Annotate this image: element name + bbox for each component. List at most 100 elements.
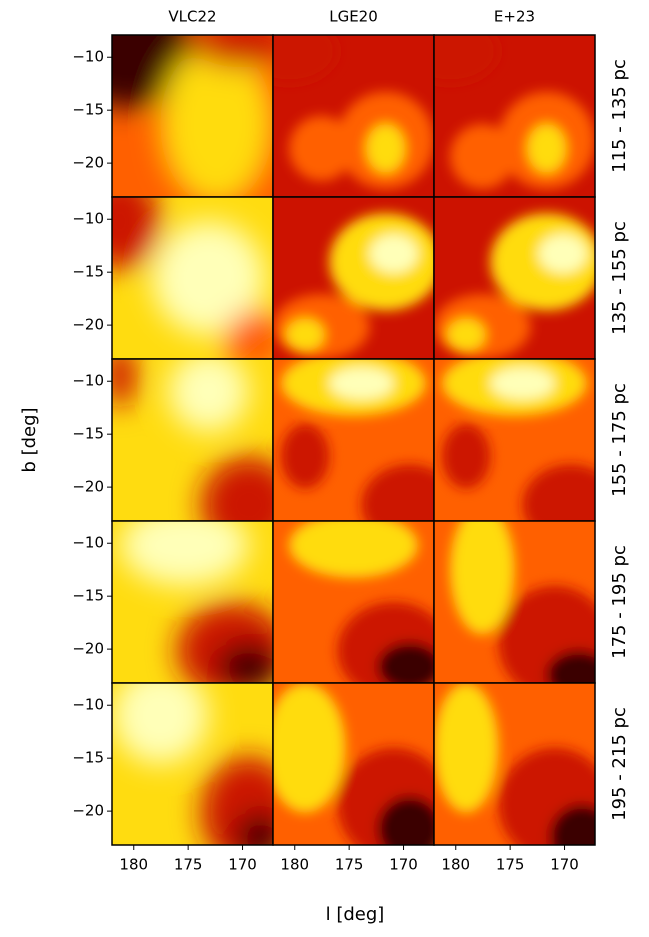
panel [112,35,273,197]
panel [112,197,273,359]
heat-blob [152,221,265,335]
heat-blobs [434,683,595,845]
panel-frame [433,682,596,846]
heat-blob [361,464,434,521]
x-tick-label: 170 [550,856,579,874]
row-label: 155 - 175 pc [609,383,630,497]
heat-blob [366,124,406,173]
x-tick-label: 170 [228,856,257,874]
row-label: 175 - 195 pc [609,545,630,659]
heat-blobs [112,35,273,197]
heat-blob [522,464,595,521]
column-title: VLC22 [168,8,216,26]
y-axis-label: b [deg] [19,407,40,472]
heat-blobs [289,521,434,683]
heat-blob [289,115,354,181]
heat-blob [216,642,273,683]
heat-blobs [273,213,434,359]
panel [273,359,434,521]
heat-blob [377,642,434,683]
heat-blobs [281,359,434,521]
heat-blobs [273,683,434,845]
x-tick-label: 180 [280,856,309,874]
y-tick-label: −20 [72,802,104,820]
y-tick-label: −10 [72,696,104,714]
heat-blob [112,683,209,764]
heat-blob [120,521,249,586]
heat-blob [112,197,161,270]
y-tick-label: −10 [72,48,104,66]
x-tick-label: 180 [119,856,148,874]
heat-blob [538,234,587,274]
heat-blob [329,367,394,400]
x-tick-label: 175 [335,856,364,874]
y-tick-label: −15 [72,425,104,443]
heat-blobs [434,213,595,359]
y-tick-label: −15 [72,263,104,281]
y-tick-label: −15 [72,101,104,119]
panel [273,683,434,845]
heat-blob [377,796,434,845]
panel [434,359,595,521]
x-tick-label: 175 [174,856,203,874]
panel [434,683,595,845]
heat-blob [450,124,515,189]
panel [112,521,273,683]
heat-blob [369,234,418,274]
y-tick-label: −20 [72,316,104,334]
heat-blob [490,367,555,400]
x-tick-label: 175 [496,856,525,874]
heat-blobs [120,521,273,683]
heat-blobs [434,35,595,189]
x-axis-label: l [deg] [326,904,385,925]
heat-blobs [112,359,273,521]
heat-blobs [273,35,434,189]
column-title: LGE20 [329,8,378,26]
panel [112,683,273,845]
heat-blob [289,521,418,578]
panel [434,35,595,197]
heat-blob [273,35,338,84]
heat-blob [434,35,499,84]
row-label: 195 - 215 pc [609,707,630,821]
row-label: 115 - 135 pc [609,59,630,173]
heat-blob [446,318,486,351]
heat-blob [235,812,273,845]
heat-blob [285,318,325,351]
panel [434,197,595,359]
y-tick-label: −20 [72,640,104,658]
x-tick-label: 170 [389,856,418,874]
heat-blob [273,683,346,813]
y-tick-label: −10 [72,534,104,552]
y-tick-label: −15 [72,587,104,605]
row-label: 135 - 155 pc [609,221,630,335]
heat-blob [281,423,330,489]
heat-blob [168,359,249,432]
heat-blob [112,359,137,408]
heat-blobs [442,359,595,521]
heat-blobs [112,197,273,359]
heat-blob [224,310,273,359]
heat-blob [546,650,595,683]
panel [112,359,273,521]
panels [111,34,596,846]
y-tick-label: −15 [72,749,104,767]
panel [434,521,595,683]
heat-blob [192,35,273,68]
panel [273,521,434,683]
column-title: E+23 [494,8,535,26]
heat-blob [442,423,491,489]
heat-blob [527,124,567,173]
heat-blob [200,456,273,521]
heat-blob [160,43,273,197]
heat-blob [549,804,595,845]
panel [273,197,434,359]
heat-blobs [112,683,273,845]
y-tick-label: −10 [72,372,104,390]
panel [273,35,434,197]
y-tick-label: −10 [72,210,104,228]
heat-blob [450,521,515,635]
heat-blob [434,683,499,813]
heat-blobs [450,521,595,683]
